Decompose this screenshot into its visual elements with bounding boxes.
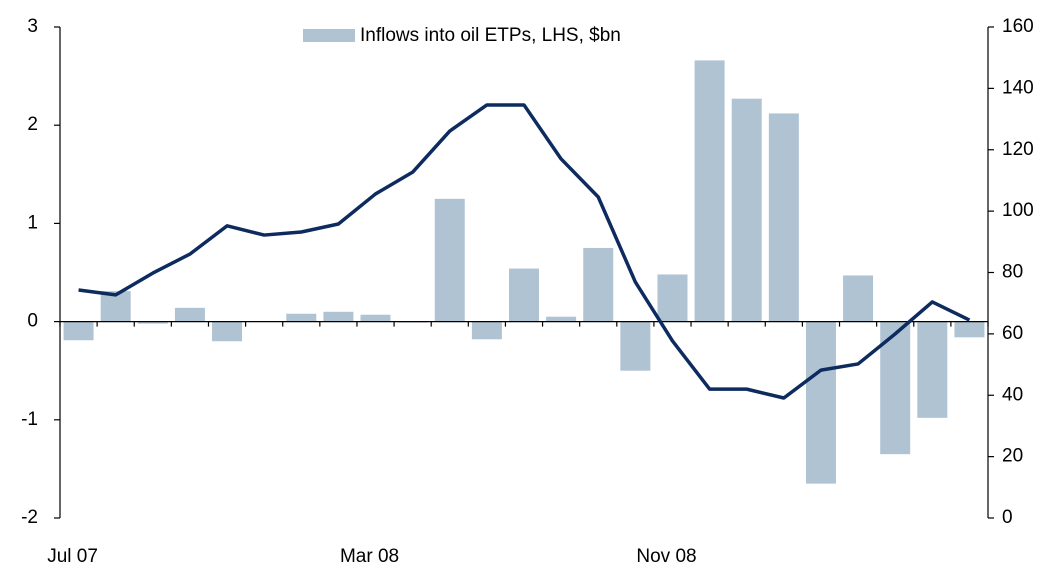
y-tick-label: 3 (27, 16, 38, 37)
bar (917, 321, 948, 418)
bar (212, 321, 243, 342)
bar (286, 313, 317, 322)
x-tick-label: Mar 08 (340, 546, 399, 567)
bar (657, 274, 688, 322)
legend-label: Inflows into oil ETPs, LHS, $bn (360, 25, 621, 46)
y-tick-label: 0 (27, 311, 38, 332)
y2-tick-label: 0 (1002, 507, 1013, 528)
bar (174, 307, 205, 322)
x-tick-label: Nov 08 (636, 546, 696, 567)
bar (583, 247, 614, 322)
y2-tick-label: 40 (1002, 384, 1023, 405)
x-tick-label: Jul 07 (47, 546, 98, 567)
y2-tick-label: 60 (1002, 323, 1023, 344)
legend-swatch (303, 29, 355, 42)
bar (137, 321, 168, 324)
bar (843, 275, 874, 322)
bar (471, 321, 502, 340)
bar (434, 198, 465, 322)
bar (360, 314, 391, 322)
y-tick-label: 2 (27, 114, 38, 135)
y2-tick-label: 80 (1002, 262, 1023, 283)
y-tick-label: -1 (21, 409, 38, 430)
y2-tick-label: 140 (1002, 77, 1034, 98)
bar (694, 60, 725, 322)
y2-tick-label: 160 (1002, 16, 1034, 37)
bar (805, 321, 836, 484)
bar (954, 321, 985, 338)
bar (768, 113, 799, 322)
y-tick-label: -2 (21, 507, 38, 528)
bar (546, 316, 577, 322)
y2-tick-label: 100 (1002, 200, 1034, 221)
y2-tick-label: 120 (1002, 139, 1034, 160)
y2-tick-label: 20 (1002, 446, 1023, 467)
bar (509, 268, 539, 322)
bar (63, 321, 94, 341)
bar (620, 321, 651, 371)
bar (323, 311, 354, 322)
bar (731, 98, 762, 322)
line (78, 103, 971, 400)
y-tick-label: 1 (27, 212, 38, 233)
